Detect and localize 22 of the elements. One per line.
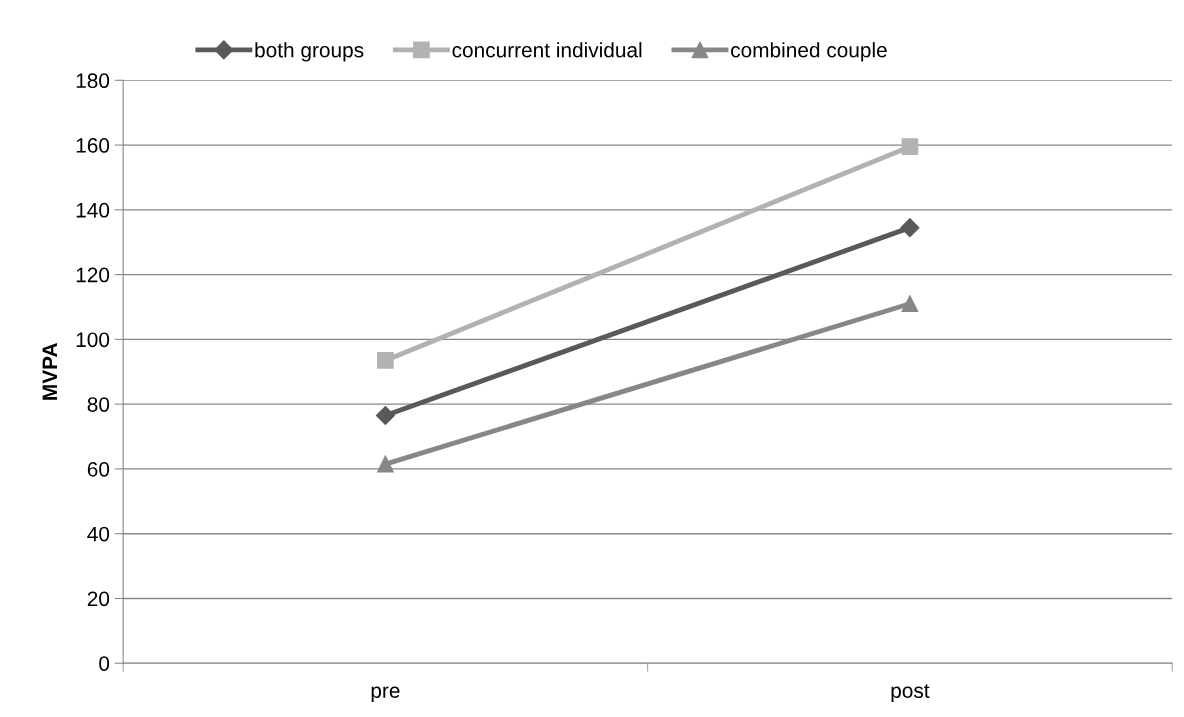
legend-label: combined couple: [731, 42, 887, 62]
point: [377, 455, 394, 473]
x-tick-label: pre: [371, 686, 400, 703]
y-tick-label: 100: [76, 332, 110, 348]
legend-label: both groups: [255, 42, 364, 62]
point: [900, 218, 920, 238]
y-tick-label: 20: [87, 591, 110, 607]
point: [377, 352, 394, 369]
x-tick-label: post: [891, 684, 930, 703]
point: [375, 405, 395, 426]
point: [901, 295, 919, 313]
y-tick-label: 120: [76, 267, 110, 283]
y-tick-label: 180: [76, 73, 110, 89]
y-axis-title: MVPA: [42, 342, 57, 400]
y-tick-label: 40: [87, 526, 110, 542]
y-tick-label: 140: [76, 202, 110, 218]
point: [901, 138, 919, 156]
y-tick-label: 80: [87, 397, 110, 412]
y-tick-label: 0: [99, 656, 110, 671]
y-tick-label: 160: [76, 138, 110, 153]
legend-label: concurrent individual: [452, 42, 642, 58]
y-tick-label: 60: [87, 461, 110, 477]
